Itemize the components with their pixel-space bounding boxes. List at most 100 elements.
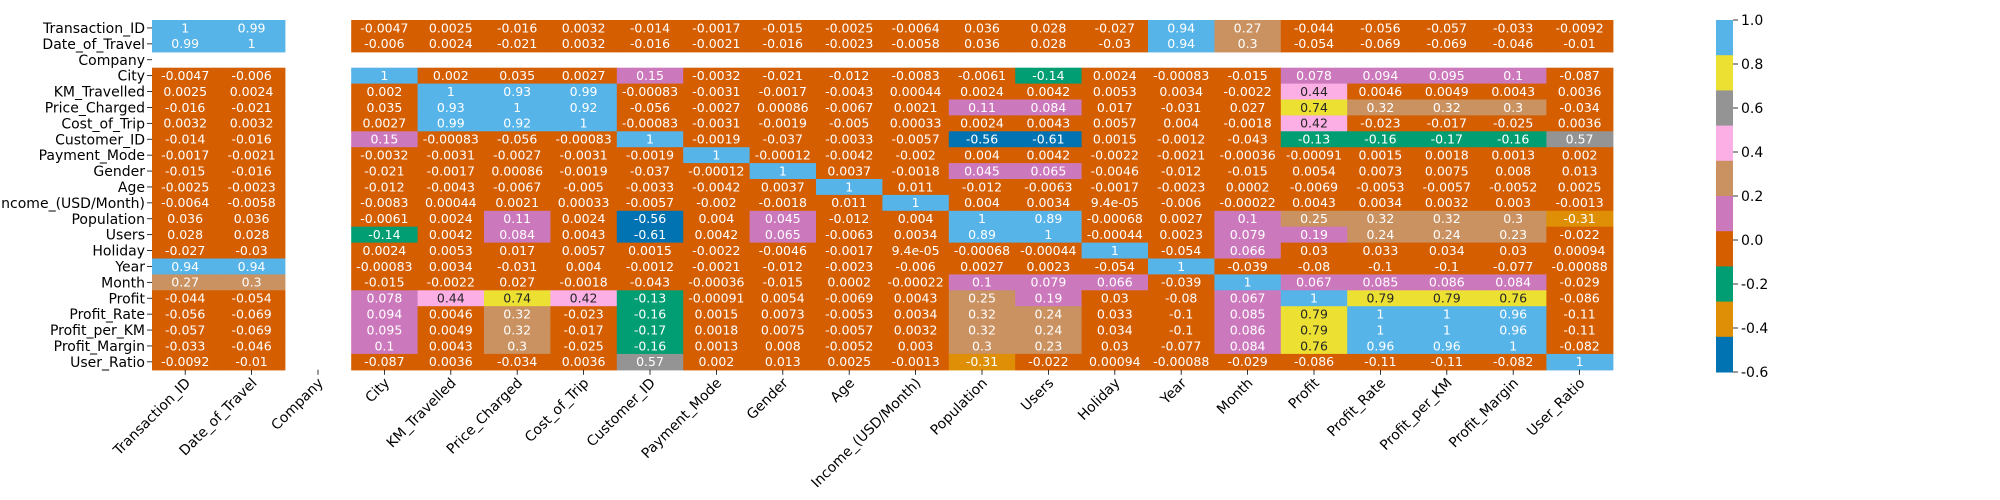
cell-value-label: -0.015 [763,20,803,35]
cell-value-label: -0.0057 [825,322,873,337]
heatmap-cell [484,20,551,37]
heatmap-cell [484,115,551,132]
cell-value-label: -0.0064 [891,20,939,35]
cell-value-label: 0.033 [1363,243,1399,258]
heatmap-cells: 1 0.99 -0.0047 0.0025 -0.016 0.0032 -0.014 -0.0… [152,20,1614,371]
heatmap-cell [1081,242,1149,260]
cell-value-label: 0.79 [1433,291,1461,306]
heatmap-cell [616,99,684,116]
heatmap-cell [484,322,551,339]
heatmap-cell [351,115,419,132]
heatmap-cell [1015,147,1083,164]
cell-value-label: 0.0036 [429,354,473,369]
heatmap-cell [882,163,950,180]
cell-value-label: -0.0042 [825,147,873,162]
cell-value-label: -0.00091 [1286,147,1342,162]
heatmap-cell [351,179,419,196]
cell-value-label: 0.0046 [429,306,473,321]
heatmap-cell [749,83,817,101]
cell-value-label: 0.0013 [1491,147,1535,162]
heatmap-cell [550,258,618,275]
row-label: City [118,69,145,85]
heatmap-cell [1015,20,1083,37]
cell-value-label: -0.0018 [759,195,807,210]
cell-value-label: -0.006 [364,36,404,51]
cell-value-label: -0.069 [1427,36,1467,51]
heatmap-cell [152,115,219,132]
cell-value-label: -0.00083 [1153,68,1209,83]
cell-value-label: -0.057 [1427,20,1467,35]
cell-value-label: -0.012 [763,259,803,274]
cell-value-label: -0.00088 [1153,354,1209,369]
cell-value-label: 0.065 [1031,163,1067,178]
heatmap-cell [218,99,286,116]
cell-value-label: -0.0023 [825,36,873,51]
cell-value-label: -0.1 [1368,259,1392,274]
heatmap-cell [749,99,817,116]
cell-value-label: 0.079 [1031,275,1067,290]
heatmap-cell [550,226,618,244]
cell-value-label: 0.0024 [960,84,1004,99]
heatmap-cell [1480,306,1547,323]
heatmap-cell [683,306,751,323]
column-label: Age [828,375,858,405]
heatmap-cell [484,258,551,275]
row-label: Price_Charged [45,100,145,116]
cell-value-label: -0.0031 [559,147,607,162]
cell-value-label: -0.0042 [692,179,740,194]
cell-value-label: -0.0017 [1091,179,1139,194]
cell-value-label: -0.11 [1364,354,1396,369]
heatmap-cell [417,322,485,339]
cell-value-label: -0.034 [497,354,537,369]
heatmap-cell [1546,83,1614,101]
cell-value-label: -0.31 [1563,211,1595,226]
heatmap-cell [1081,353,1149,371]
heatmap-cell [351,242,419,260]
heatmap-cell [484,99,551,116]
cell-value-label: -0.0012 [1157,132,1205,147]
heatmap-cell [417,210,485,228]
cell-value-label: -0.0043 [427,179,475,194]
cell-value-label: 0.32 [503,322,531,337]
heatmap-cell [882,83,950,101]
cell-value-label: -0.0092 [1555,20,1603,35]
cell-value-label: 1 [1177,259,1185,274]
cell-value-label: -0.016 [231,132,271,147]
cell-value-label: -0.0021 [1157,147,1205,162]
heatmap-cell [1280,131,1348,148]
heatmap-cell [683,290,751,307]
cell-value-label: -0.039 [1161,275,1201,290]
heatmap-cell [1214,35,1282,53]
cell-value-label: 0.24 [1034,306,1062,321]
row-label: User_Ratio [70,355,145,371]
heatmap-cell [616,115,684,132]
cell-value-label: -0.015 [1227,68,1267,83]
heatmap-cell [882,115,950,132]
cell-value-label: 0.0025 [1558,179,1602,194]
cell-value-label: 0.0032 [562,20,606,35]
column-label: Income_(USD/Month) [808,375,924,491]
cell-value-label: 0.0021 [894,100,938,115]
colorbar-segment [1716,20,1733,56]
cell-value-label: -0.0053 [1356,179,1404,194]
heatmap-cell [882,274,950,291]
cell-value-label: -0.056 [165,306,205,321]
cell-value-label: -0.0017 [427,163,475,178]
cell-value-label: 0.017 [1097,100,1133,115]
cell-value-label: 0.008 [1495,163,1531,178]
heatmap-cell [948,258,1016,275]
heatmap-cell [1280,147,1348,164]
cell-value-label: 0.079 [1230,227,1266,242]
heatmap-cell [550,306,618,323]
cell-value-label: 0.44 [1300,84,1328,99]
heatmap-cell [417,338,485,355]
cell-value-label: 0.94 [1167,20,1195,35]
column-label: Gender [744,375,792,423]
cell-value-label: -0.031 [1161,100,1201,115]
cell-value-label: 0.0018 [1425,147,1469,162]
cell-value-label: 0.0043 [1491,84,1535,99]
cell-value-label: -0.16 [1364,132,1396,147]
colorbar-segment [1716,55,1733,91]
heatmap-cell [1081,338,1149,355]
cell-value-label: 0.034 [1097,322,1133,337]
